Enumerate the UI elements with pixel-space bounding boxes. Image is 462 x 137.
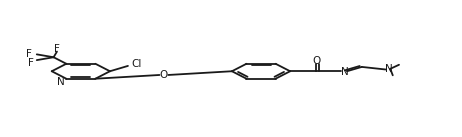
Text: F: F [28, 58, 34, 68]
Text: N: N [385, 64, 393, 74]
Text: O: O [313, 56, 321, 66]
Text: F: F [25, 49, 31, 59]
Text: O: O [159, 70, 168, 80]
Text: F: F [54, 44, 60, 54]
Text: N: N [57, 77, 65, 87]
Text: Cl: Cl [131, 59, 141, 69]
Text: N: N [341, 67, 348, 76]
